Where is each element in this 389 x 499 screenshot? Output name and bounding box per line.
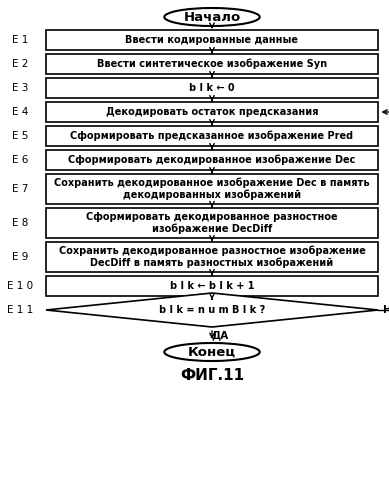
Text: E 1 1: E 1 1 [7, 305, 33, 315]
Polygon shape [46, 293, 378, 327]
FancyBboxPatch shape [46, 54, 378, 74]
FancyBboxPatch shape [46, 126, 378, 146]
Text: E 1 0: E 1 0 [7, 281, 33, 291]
FancyBboxPatch shape [46, 208, 378, 238]
Ellipse shape [164, 8, 260, 26]
FancyBboxPatch shape [46, 276, 378, 296]
Text: E 4: E 4 [12, 107, 28, 117]
Ellipse shape [164, 343, 260, 361]
Text: E 7: E 7 [12, 184, 28, 194]
Text: Начало: Начало [183, 10, 241, 23]
Text: Сохранить декодированное разностное изображение
DecDiff в память разностных изоб: Сохранить декодированное разностное изоб… [59, 246, 365, 268]
Text: Конец: Конец [188, 345, 236, 358]
Text: Сформировать декодированное изображение Dec: Сформировать декодированное изображение … [68, 155, 356, 165]
Text: E 3: E 3 [12, 83, 28, 93]
FancyBboxPatch shape [46, 174, 378, 204]
Text: Ввести кодированные данные: Ввести кодированные данные [126, 35, 298, 45]
FancyBboxPatch shape [46, 30, 378, 50]
Text: E 9: E 9 [12, 252, 28, 262]
Text: Декодировать остаток предсказания: Декодировать остаток предсказания [106, 107, 318, 117]
Text: b l k ← b l k + 1: b l k ← b l k + 1 [170, 281, 254, 291]
Text: Сформировать предсказанное изображение Pred: Сформировать предсказанное изображение P… [70, 131, 354, 141]
FancyBboxPatch shape [46, 78, 378, 98]
Text: E 5: E 5 [12, 131, 28, 141]
Text: b l k ← 0: b l k ← 0 [189, 83, 235, 93]
Text: E 6: E 6 [12, 155, 28, 165]
Text: Ввести синтетическое изображение Syn: Ввести синтетическое изображение Syn [97, 59, 327, 69]
Text: b l k = n u m B l k ?: b l k = n u m B l k ? [159, 305, 265, 315]
Text: НЕТ: НЕТ [383, 305, 389, 315]
Text: E 2: E 2 [12, 59, 28, 69]
FancyBboxPatch shape [46, 150, 378, 170]
FancyBboxPatch shape [46, 102, 378, 122]
Text: E 1: E 1 [12, 35, 28, 45]
FancyBboxPatch shape [46, 242, 378, 272]
Text: E 8: E 8 [12, 218, 28, 228]
Text: ФИГ.11: ФИГ.11 [180, 367, 244, 383]
Text: Сохранить декодированное изображение Dec в память
декодированных изображений: Сохранить декодированное изображение Dec… [54, 178, 370, 201]
Text: Сформировать декодированное разностное
изображение DecDiff: Сформировать декодированное разностное и… [86, 212, 338, 234]
Text: ДА: ДА [211, 330, 229, 340]
